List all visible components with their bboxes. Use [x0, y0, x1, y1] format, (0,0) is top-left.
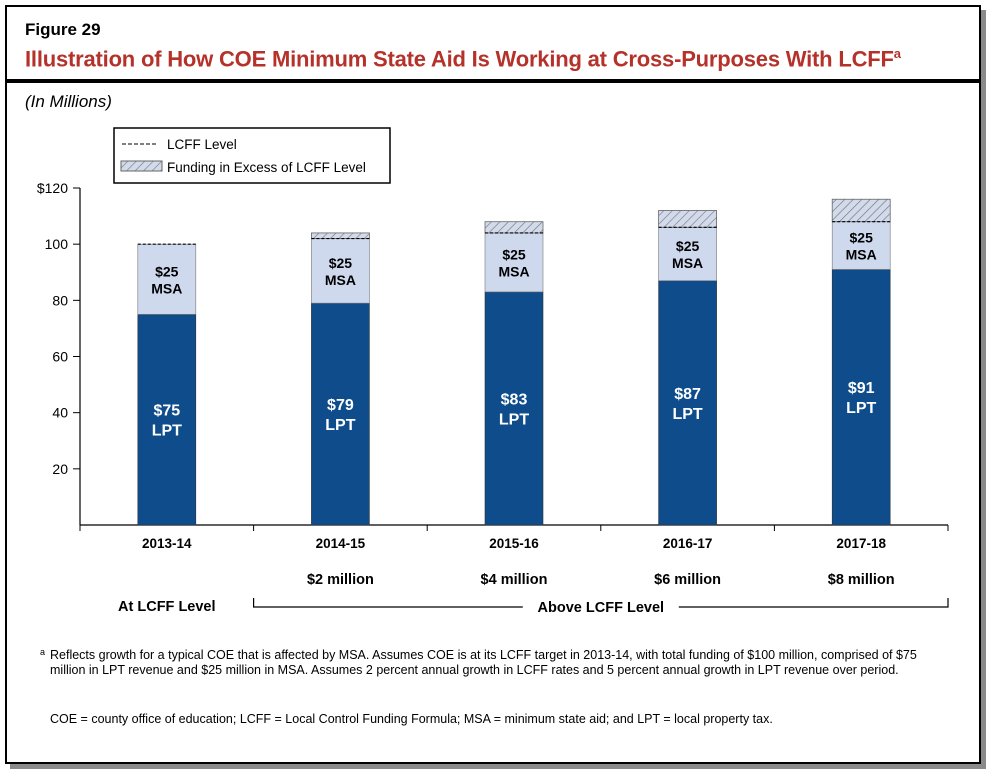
bar-lpt — [484, 291, 544, 526]
msa-text-label: MSA — [498, 263, 529, 279]
y-tick-label: 80 — [52, 292, 68, 308]
figure-label: Figure 29 — [25, 20, 101, 39]
bar-excess — [831, 198, 891, 223]
bar-msa — [311, 238, 370, 304]
y-tick-label: 60 — [52, 349, 68, 365]
legend-excess-label: Funding in Excess of LCFF Level — [167, 160, 366, 175]
lpt-value-label: $83 — [501, 391, 528, 408]
x-tick-label: 2013-14 — [142, 536, 192, 551]
msa-value-label: $25 — [850, 230, 874, 246]
bar-lpt — [137, 314, 197, 526]
lpt-text-label: LPT — [672, 406, 702, 423]
units-label: (In Millions) — [25, 92, 112, 111]
msa-text-label: MSA — [151, 280, 182, 296]
lpt-text-label: LPT — [325, 417, 355, 434]
legend-lcff-label: LCFF Level — [167, 137, 237, 152]
bar-msa — [484, 232, 544, 293]
bar-excess — [310, 232, 370, 239]
bar-excess — [658, 210, 717, 228]
lpt-text-label: LPT — [846, 400, 876, 417]
bar-msa — [831, 221, 891, 270]
bar-excess — [484, 221, 544, 234]
footnote-a-text: Reflects growth for a typical COE that i… — [50, 648, 917, 677]
bar-chart: LCFF Level Funding in Excess of LCFF Lev… — [37, 127, 949, 616]
x-tick-label: 2016-17 — [663, 536, 713, 551]
msa-value-label: $25 — [676, 238, 700, 254]
excess-amount-label: $8 million — [828, 572, 895, 588]
bar-lpt — [658, 280, 717, 526]
footnote-marker: a — [40, 647, 46, 657]
footnote-abbreviations: COE = county office of education; LCFF =… — [50, 712, 773, 726]
above-lcff-bracket — [253, 598, 949, 608]
at-lcff-level-label: At LCFF Level — [118, 599, 215, 615]
msa-text-label: MSA — [846, 247, 877, 263]
legend-excess-swatch — [120, 160, 163, 172]
bar-msa — [137, 243, 197, 315]
lpt-text-label: LPT — [152, 423, 182, 440]
title-superscript: a — [893, 46, 901, 61]
lpt-value-label: $87 — [674, 386, 701, 403]
lpt-value-label: $79 — [327, 397, 354, 414]
y-tick-label: 20 — [52, 461, 68, 477]
bar-msa — [658, 227, 717, 281]
y-tick-label: $120 — [37, 180, 68, 196]
msa-text-label: MSA — [325, 272, 356, 288]
msa-value-label: $25 — [329, 255, 353, 271]
lpt-text-label: LPT — [499, 411, 529, 428]
y-tick-label: 100 — [45, 236, 69, 252]
msa-value-label: $25 — [155, 263, 179, 279]
above-lcff-level-label: Above LCFF Level — [538, 600, 665, 616]
lpt-value-label: $91 — [848, 380, 875, 397]
msa-value-label: $25 — [502, 246, 526, 262]
legend-box — [113, 127, 391, 184]
excess-amount-label: $4 million — [481, 572, 548, 588]
lpt-value-label: $75 — [153, 403, 180, 420]
figure-title: Illustration of How COE Minimum State Ai… — [25, 46, 901, 72]
title-rule — [5, 79, 981, 83]
msa-text-label: MSA — [672, 255, 703, 271]
x-tick-label: 2015-16 — [489, 536, 539, 551]
y-tick-label: 40 — [52, 405, 68, 421]
excess-amount-label: $6 million — [654, 572, 721, 588]
legend: LCFF Level Funding in Excess of LCFF Lev… — [113, 127, 391, 184]
excess-amount-label: $2 million — [307, 572, 374, 588]
title-text: Illustration of How COE Minimum State Ai… — [25, 46, 894, 72]
footnote-a: a Reflects growth for a typical COE that … — [40, 647, 955, 678]
x-tick-label: 2014-15 — [316, 536, 366, 551]
bar-lpt — [831, 269, 891, 526]
x-tick-label: 2017-18 — [836, 536, 886, 551]
